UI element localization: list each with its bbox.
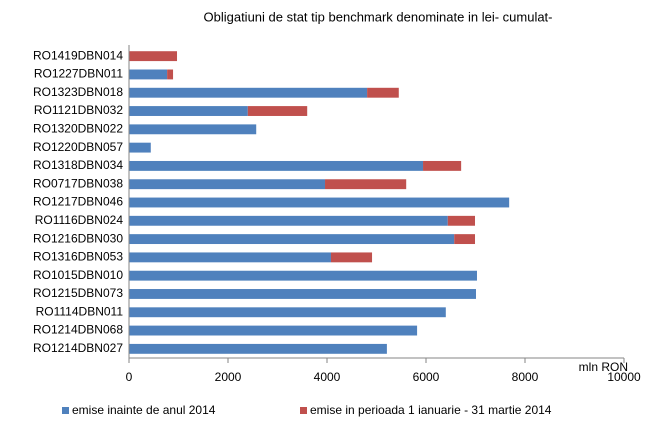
bar-segment (454, 234, 476, 245)
legend-label: emise in perioada 1 ianuarie - 31 martie… (310, 403, 552, 417)
chart-title: Obligatiuni de stat tip benchmark denomi… (203, 9, 552, 24)
x-tick-label: 0 (126, 370, 133, 384)
y-tick-label: RO1318DBN034 (33, 158, 123, 172)
bar-segment (129, 325, 418, 336)
bar-segment (129, 234, 455, 245)
bar-segment (129, 69, 168, 80)
bar-segment (367, 87, 399, 98)
y-tick-label: RO1217DBN046 (33, 195, 123, 209)
y-tick-label: RO1121DBN032 (34, 103, 123, 117)
bar-segment (129, 87, 368, 98)
bar-segment (247, 106, 308, 116)
bar-segment (167, 69, 174, 80)
y-tick-label: RO1320DBN022 (33, 121, 123, 135)
bar-segment (129, 106, 248, 116)
x-tick-label: 4000 (314, 370, 341, 384)
x-tick-label: 8000 (512, 370, 539, 384)
y-tick-label: RO1215DBN073 (33, 286, 123, 300)
bar-segment (325, 179, 407, 190)
bar-segment (129, 179, 326, 190)
y-tick-label: RO1323DBN018 (33, 85, 123, 99)
y-tick-label: RO1220DBN057 (33, 140, 123, 154)
bar-segment (129, 142, 151, 153)
x-tick-label: 6000 (413, 370, 440, 384)
y-tick-label: RO1316DBN053 (33, 250, 123, 264)
y-tick-label: RO1216DBN030 (33, 231, 123, 245)
y-tick-label: RO1015DBN010 (33, 268, 123, 282)
bar-segment (129, 307, 446, 318)
x-tick-label: 2000 (215, 370, 242, 384)
x-tick-label: 10000 (607, 370, 641, 384)
bar-segment (423, 160, 462, 171)
y-tick-label: RO1214DBN027 (33, 341, 123, 355)
bar-segment (129, 289, 476, 299)
legend-label: emise inainte de anul 2014 (72, 403, 216, 417)
bar-segment (129, 215, 448, 226)
bar-segment (129, 124, 257, 135)
x-axis-label: mln RON (579, 360, 628, 374)
y-tick-label: RO1116DBN024 (35, 213, 124, 227)
bar-segment (129, 270, 477, 281)
bar-segment (129, 51, 178, 62)
bar-segment (129, 160, 424, 171)
y-tick-label: RO1227DBN011 (34, 67, 123, 81)
legend-swatch (300, 407, 307, 414)
y-tick-label: RO1214DBN068 (33, 323, 123, 337)
bar-segment (330, 252, 373, 263)
y-tick-label: RO1114DBN011 (36, 304, 124, 318)
bar-segment (129, 197, 510, 208)
bar-segment (447, 215, 476, 226)
bar-segment (129, 343, 387, 354)
y-tick-label: RO1419DBN014 (33, 48, 123, 62)
bar-segment (129, 252, 331, 263)
y-tick-label: RO0717DBN038 (33, 176, 123, 190)
legend-swatch (62, 407, 69, 414)
